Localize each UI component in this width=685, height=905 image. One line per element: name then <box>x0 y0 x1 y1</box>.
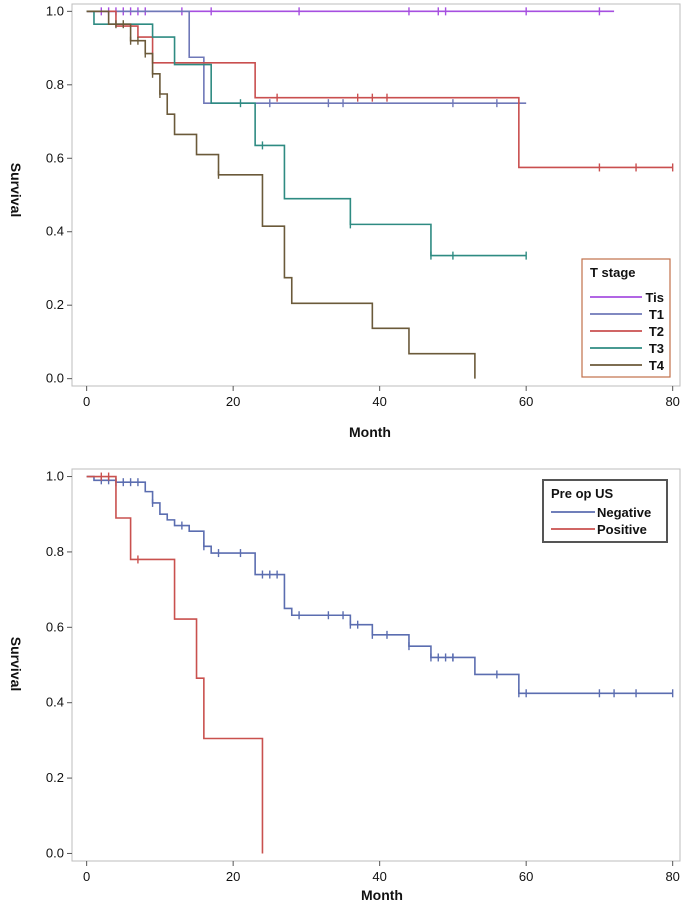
y-axis-title: Survival <box>8 637 24 691</box>
y-tick-label: 0.2 <box>46 770 64 785</box>
legend-entry: Tis <box>645 290 664 305</box>
legend: T stage Tis T1 T2 T3 T4 <box>581 258 671 378</box>
x-tick-label: 40 <box>372 869 386 884</box>
y-tick-label: 0.0 <box>46 371 64 386</box>
y-tick-label: 0.8 <box>46 544 64 559</box>
legend-entry: Positive <box>597 522 647 537</box>
legend-frame <box>581 258 671 378</box>
x-tick-label: 20 <box>226 869 240 884</box>
x-tick-label: 80 <box>665 869 679 884</box>
x-tick-label: 20 <box>226 394 240 409</box>
pre-op-us-survival-chart: 0 20 40 60 80 0.0 0.2 0.4 0.6 0.8 1.0 Month Surviv… <box>8 468 681 903</box>
legend-entry: T1 <box>649 307 664 322</box>
legend-title: Pre op US <box>551 486 613 501</box>
y-tick-label: 0.2 <box>46 297 64 312</box>
legend-entry: Negative <box>597 505 651 520</box>
plot-frame <box>71 3 681 387</box>
series-line-t4 <box>86 10 476 379</box>
x-axis-title: Month <box>361 887 403 903</box>
legend-entry: T3 <box>649 341 664 356</box>
series-line-t1 <box>86 10 527 104</box>
x-tick-label: 40 <box>372 394 386 409</box>
legend-frame <box>542 479 668 543</box>
y-tick-label: 0.4 <box>46 695 64 710</box>
y-tick-label: 0.4 <box>46 224 64 239</box>
y-tick-label: 0.6 <box>46 619 64 634</box>
legend-entry: T4 <box>649 358 665 373</box>
x-axis-title: Month <box>349 424 391 440</box>
legend-entry: T2 <box>649 324 664 339</box>
y-tick-label: 0.0 <box>46 845 64 860</box>
x-tick-label: 60 <box>519 869 533 884</box>
x-tick-label: 60 <box>519 394 533 409</box>
y-tick-label: 1.0 <box>46 3 64 18</box>
t-stage-survival-chart: 0 20 40 60 80 0.0 0.2 0.4 0.6 0.8 1.0 Month Surviv… <box>8 3 681 440</box>
series-line-positive <box>86 475 264 854</box>
y-tick-label: 1.0 <box>46 469 64 484</box>
x-tick-label: 80 <box>665 394 679 409</box>
x-tick-label: 0 <box>83 869 90 884</box>
series-line-negative <box>86 475 673 695</box>
series-line-t2 <box>86 10 673 169</box>
plot-frame <box>71 468 681 862</box>
y-axis-title: Survival <box>8 163 24 217</box>
legend-title: T stage <box>590 265 636 280</box>
legend: Pre op US Negative Positive <box>542 479 668 543</box>
series-line-t3 <box>86 10 527 257</box>
x-tick-label: 0 <box>83 394 90 409</box>
y-tick-label: 0.6 <box>46 150 64 165</box>
y-tick-label: 0.8 <box>46 77 64 92</box>
